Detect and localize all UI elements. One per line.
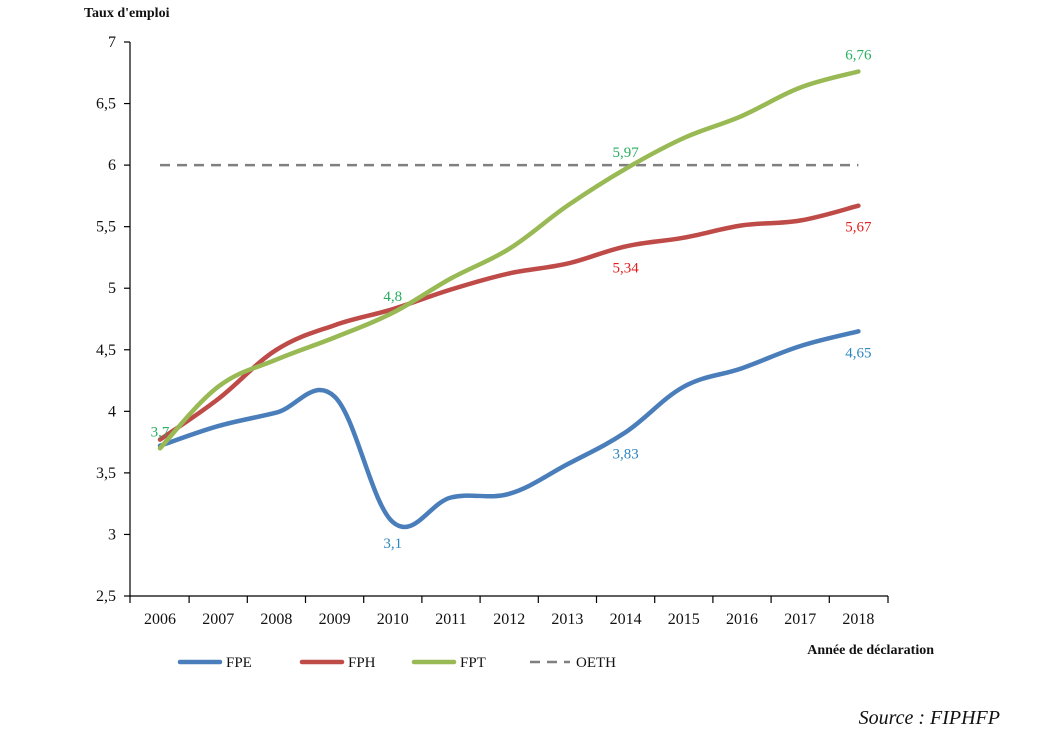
x-tick-label: 2007 — [202, 611, 234, 628]
y-tick-label: 3,5 — [96, 465, 116, 482]
source-note: Source : FIPHFP — [859, 707, 1000, 729]
axes: 2,5 3 3,5 4 4,5 5 5,5 6 6,5 7 2006 2007 2008 2009 2010… — [96, 34, 889, 628]
data-labels: 3,1 3,83 4,65 5,34 5,67 3,7 4,8 5,97 6,76 — [151, 48, 872, 553]
data-label-fph: 5,67 — [845, 220, 872, 236]
y-tick-label: 4 — [108, 403, 116, 420]
y-tick-label: 7 — [108, 34, 116, 51]
x-tick-label: 2012 — [493, 611, 525, 628]
data-label-fpt: 6,76 — [845, 48, 872, 64]
series-line-fpt — [157, 69, 861, 451]
x-tick-label: 2013 — [551, 611, 583, 628]
x-tick-label: 2006 — [144, 611, 176, 628]
data-label-fpt: 4,8 — [383, 289, 402, 305]
series-group — [157, 69, 861, 530]
data-label-fph: 5,34 — [612, 260, 639, 276]
data-label-fpe: 4,65 — [845, 345, 871, 361]
x-tick-label: 2017 — [784, 611, 816, 628]
y-tick-label: 3 — [108, 526, 116, 543]
data-label-fpt: 5,97 — [612, 145, 639, 161]
y-tick-label: 6,5 — [96, 96, 116, 113]
series-line-fpe — [157, 329, 861, 530]
y-tick-label: 5 — [108, 280, 116, 297]
y-tick-label: 6 — [108, 157, 116, 174]
x-tick-label: 2016 — [726, 611, 758, 628]
y-tick-label: 2,5 — [96, 588, 116, 605]
legend-label-fpe: FPE — [226, 655, 252, 671]
x-tick-label: 2008 — [260, 611, 292, 628]
data-label-fpe: 3,83 — [612, 446, 638, 462]
y-tick-label: 4,5 — [96, 342, 116, 359]
legend: FPE FPH FPT OETH — [177, 655, 616, 671]
x-axis-title: Année de déclaration — [807, 643, 934, 658]
series-line-fph — [157, 203, 861, 442]
y-tick-label: 5,5 — [96, 219, 116, 236]
legend-label-oeth: OETH — [576, 655, 616, 671]
x-tick-label: 2018 — [842, 611, 874, 628]
y-axis-title: Taux d'emploi — [84, 6, 170, 21]
x-tick-label: 2009 — [319, 611, 351, 628]
x-tick-label: 2010 — [377, 611, 409, 628]
legend-label-fpt: FPT — [460, 655, 486, 671]
x-tick-label: 2015 — [668, 611, 700, 628]
x-tick-label: 2011 — [435, 611, 466, 628]
x-tick-label: 2014 — [610, 611, 642, 628]
legend-label-fph: FPH — [348, 655, 376, 671]
data-label-fpe: 3,1 — [383, 536, 402, 552]
data-label-fpt: 3,7 — [151, 424, 170, 440]
